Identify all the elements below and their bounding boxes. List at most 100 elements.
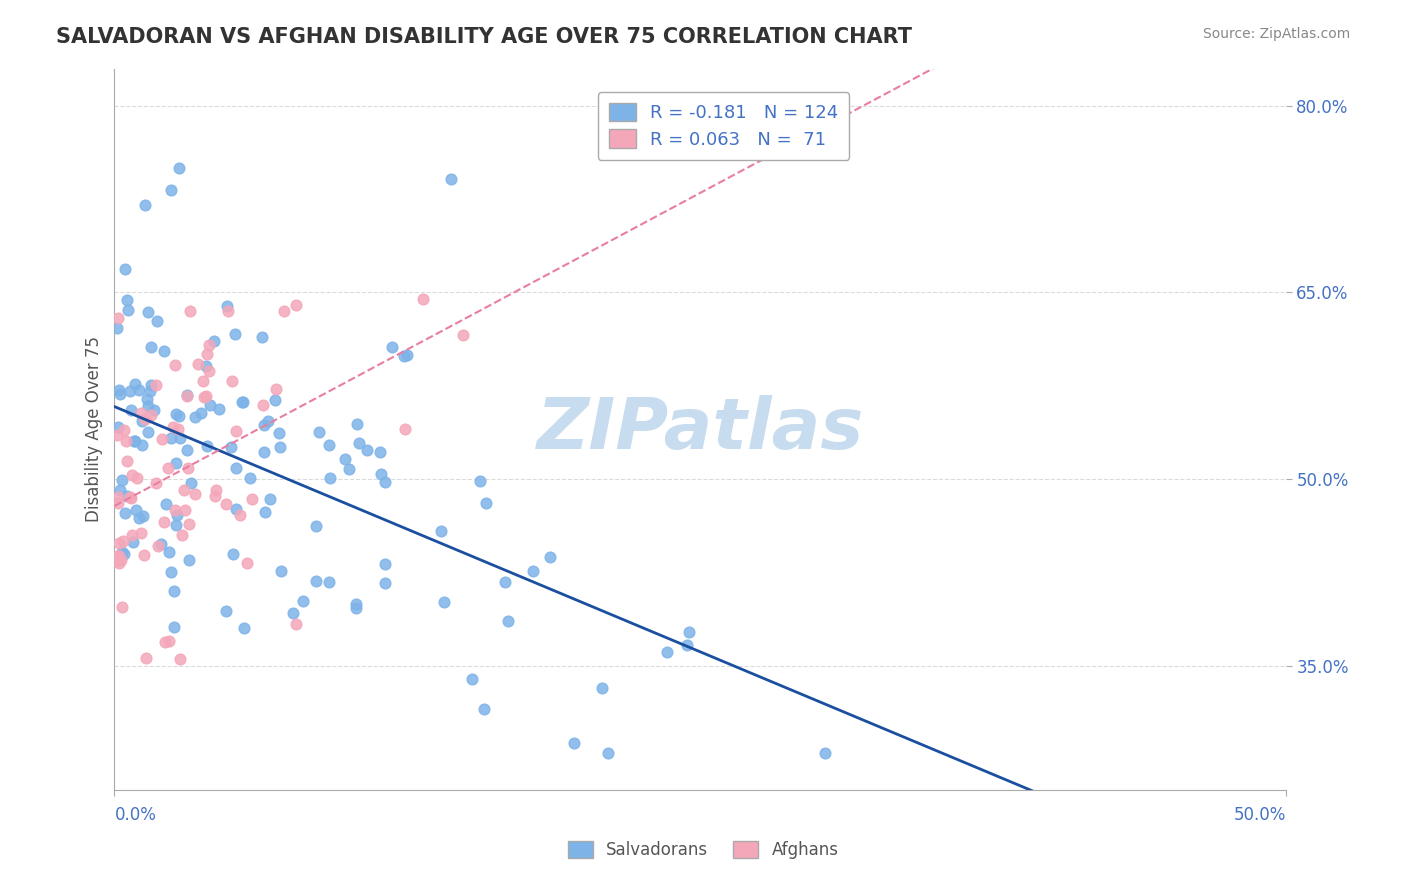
Point <box>166 508 188 522</box>
Point <box>107 383 129 397</box>
Point <box>136 425 159 439</box>
Point <box>374 576 396 591</box>
Point <box>195 347 218 361</box>
Point <box>120 403 142 417</box>
Point <box>122 434 145 449</box>
Point <box>172 528 194 542</box>
Point <box>240 492 263 507</box>
Point <box>250 330 273 344</box>
Point <box>114 262 136 277</box>
Point <box>159 565 181 579</box>
Point <box>236 556 259 570</box>
Point <box>107 536 129 550</box>
Point <box>224 327 246 342</box>
Point <box>117 303 139 318</box>
Point <box>167 161 190 175</box>
Point <box>564 735 586 749</box>
Point <box>538 549 561 564</box>
Point <box>219 440 242 454</box>
Point <box>160 183 183 197</box>
Point <box>370 467 392 482</box>
Point <box>198 364 221 378</box>
Point <box>198 399 221 413</box>
Text: 50.0%: 50.0% <box>1233 806 1286 824</box>
Point <box>198 338 221 352</box>
Point <box>494 574 516 589</box>
Point <box>163 620 186 634</box>
Point <box>184 487 207 501</box>
Point <box>163 358 186 372</box>
Point <box>167 409 190 423</box>
Point <box>108 549 131 563</box>
Point <box>238 471 260 485</box>
Point <box>114 506 136 520</box>
Point <box>190 406 212 420</box>
Point <box>221 374 243 388</box>
Point <box>337 462 360 476</box>
Point <box>318 574 340 589</box>
Point <box>108 387 131 401</box>
Point <box>368 445 391 459</box>
Point <box>453 328 475 343</box>
Point <box>184 409 207 424</box>
Point <box>194 359 217 373</box>
Point <box>152 516 174 530</box>
Point <box>150 537 173 551</box>
Point <box>166 421 188 435</box>
Point <box>120 490 142 504</box>
Point <box>136 304 159 318</box>
Point <box>112 423 135 437</box>
Point <box>225 424 247 438</box>
Point <box>273 304 295 318</box>
Point <box>269 440 291 454</box>
Point <box>180 476 202 491</box>
Point <box>496 614 519 628</box>
Point <box>392 349 415 363</box>
Point <box>215 604 238 618</box>
Point <box>169 431 191 445</box>
Point <box>105 428 128 442</box>
Point <box>148 540 170 554</box>
Point <box>374 475 396 489</box>
Point <box>396 348 419 362</box>
Point <box>157 633 180 648</box>
Point <box>139 408 162 422</box>
Point <box>204 483 226 498</box>
Point <box>107 419 129 434</box>
Point <box>318 438 340 452</box>
Point <box>356 442 378 457</box>
Point <box>128 384 150 398</box>
Point <box>160 432 183 446</box>
Point <box>131 414 153 428</box>
Point <box>676 638 699 652</box>
Point <box>176 443 198 458</box>
Point <box>176 388 198 402</box>
Point <box>270 564 292 578</box>
Point <box>155 497 177 511</box>
Point <box>344 597 367 611</box>
Point <box>374 557 396 571</box>
Point <box>231 395 253 409</box>
Point <box>115 293 138 307</box>
Point <box>110 553 132 567</box>
Point <box>146 314 169 328</box>
Point <box>124 377 146 392</box>
Point <box>657 645 679 659</box>
Point <box>263 392 285 407</box>
Point <box>124 434 146 448</box>
Point <box>120 491 142 505</box>
Point <box>346 417 368 432</box>
Point <box>179 552 201 566</box>
Y-axis label: Disability Age Over 75: Disability Age Over 75 <box>86 336 103 523</box>
Point <box>128 510 150 524</box>
Point <box>115 454 138 468</box>
Point <box>145 377 167 392</box>
Point <box>433 595 456 609</box>
Point <box>335 451 357 466</box>
Text: SALVADORAN VS AFGHAN DISABILITY AGE OVER 75 CORRELATION CHART: SALVADORAN VS AFGHAN DISABILITY AGE OVER… <box>56 27 912 46</box>
Point <box>347 436 370 450</box>
Point <box>139 340 162 354</box>
Point <box>108 556 131 570</box>
Point <box>461 673 484 687</box>
Point <box>285 298 308 312</box>
